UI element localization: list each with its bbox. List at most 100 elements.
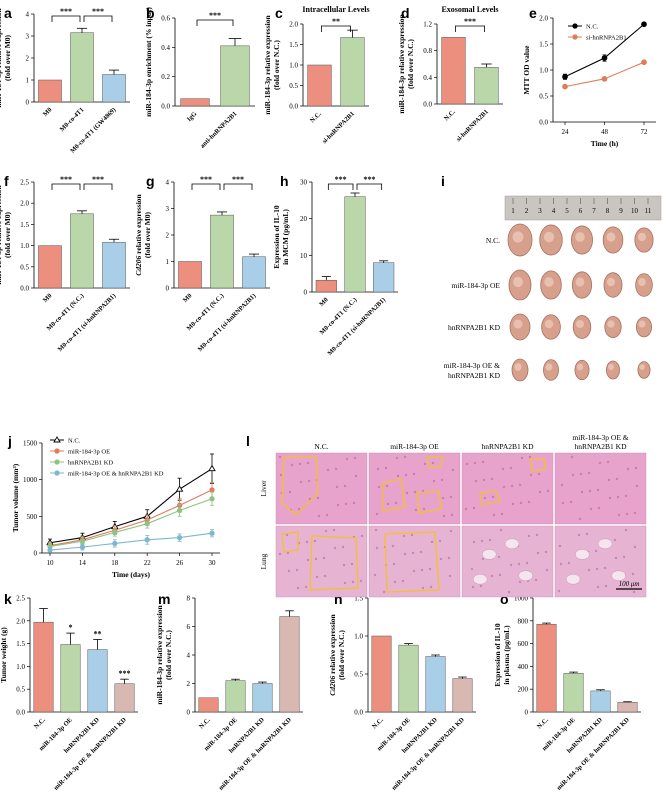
- y-axis-label: MTT OD value: [522, 45, 531, 95]
- tissue-texture: [474, 479, 478, 483]
- y-axis-label: miR-184-3p relative expression: [0, 185, 3, 285]
- tissue-texture: [290, 463, 294, 467]
- bar: [536, 623, 557, 713]
- histology-image: [461, 452, 554, 525]
- y-axis-label: (fold over N.C.): [272, 40, 281, 90]
- y-axis-label: miR-184-3p relative expression: [263, 15, 272, 115]
- y-tick-label: 30: [300, 179, 308, 187]
- bar: [590, 690, 611, 713]
- legend-marker: [54, 470, 60, 476]
- significance-stars: ***: [92, 7, 104, 16]
- y-tick-label: 0: [34, 550, 38, 558]
- metastasis-outline: [529, 458, 547, 472]
- tissue-texture: [360, 534, 364, 538]
- tissue-texture: [297, 507, 301, 511]
- y-tick-label: 1.5: [354, 595, 363, 603]
- significance-stars: ***: [200, 175, 212, 184]
- tissue-texture: [404, 473, 408, 477]
- y-axis-label: (fold over N.C.): [164, 630, 173, 680]
- category-label: N.C.: [198, 716, 212, 730]
- x-axis-label: Time (h): [591, 139, 619, 148]
- panel-i: 1 2 3 4 5 6 7 8 9 10 11 N.C. miR-184-3p OE hnRNPA2B1 …: [444, 195, 662, 382]
- tissue-texture: [525, 561, 529, 565]
- y-tick-label: 2: [166, 232, 170, 240]
- y-tick-label: 2: [26, 55, 30, 63]
- significance-stars: ***: [92, 175, 104, 184]
- y-axis-label-italic: Cd206: [134, 255, 143, 275]
- tissue-texture: [325, 513, 329, 517]
- tumor-photo: [637, 361, 651, 379]
- panel-f: 0.0 0.5 1.0 1.5 2.0 2.5 miR-184-3p relative ex…: [0, 175, 130, 353]
- tissue-texture: [298, 462, 302, 466]
- y-tick-label: 1: [26, 77, 30, 85]
- y-axis-label-rest: relative expression: [328, 613, 337, 675]
- tissue-texture: [353, 456, 357, 460]
- bar: [180, 98, 210, 107]
- tissue-texture: [441, 496, 445, 500]
- tissue-texture: [410, 533, 414, 537]
- tissue-texture: [448, 574, 452, 578]
- tissue-texture: [479, 584, 483, 588]
- bar: [452, 678, 473, 713]
- tissue-texture: [324, 529, 328, 533]
- tissue-texture: [392, 562, 396, 566]
- y-tick-label: 0.5: [16, 686, 25, 694]
- tumor-highlight: [575, 232, 585, 242]
- y-tick-label: 0.6: [161, 15, 170, 23]
- tissue-texture: [482, 478, 486, 482]
- y-tick-label: 1.5: [16, 640, 25, 648]
- metastasis-outline: [382, 478, 406, 512]
- tumor-highlight: [545, 363, 553, 371]
- y-axis-label: (fold over M0): [3, 211, 12, 258]
- tissue-texture: [342, 563, 346, 567]
- bar: [340, 37, 365, 107]
- y-tick-label: 0.5: [539, 93, 548, 101]
- panel-n: 0.0 0.5 1.0 1.5 Cd206 relative expression (fo…: [328, 595, 476, 792]
- tumor-highlight: [637, 232, 647, 242]
- category-label: N.C.: [536, 716, 550, 730]
- bar: [242, 256, 266, 289]
- tissue-texture: [345, 457, 349, 461]
- data-point: [176, 507, 183, 514]
- category-label: M0: [42, 292, 54, 304]
- bar: [279, 616, 300, 713]
- tissue-texture: [286, 551, 290, 555]
- ruler-number: 5: [565, 207, 569, 215]
- y-tick-label: 0.0: [20, 285, 29, 293]
- data-point: [79, 544, 86, 550]
- legend-label: miR-184-3p OE: [68, 449, 110, 456]
- tissue-texture: [315, 575, 319, 579]
- category-label: anti-hnRNPA2B1: [199, 110, 238, 149]
- panel-letter-c: c: [275, 5, 283, 21]
- legend-label: hnRNPA2B1 KD: [68, 460, 113, 467]
- x-tick-label: 10: [47, 559, 55, 567]
- tissue-texture: [534, 578, 538, 582]
- tumor-highlight: [638, 278, 646, 286]
- tissue-texture: [422, 507, 426, 511]
- tissue-texture: [509, 466, 513, 470]
- tissue-texture: [405, 491, 409, 495]
- tissue-texture: [439, 557, 443, 561]
- significance-bracket: [356, 183, 383, 190]
- panel-letter-l: l: [246, 433, 250, 449]
- tissue-texture: [490, 574, 494, 578]
- y-tick-label: 1.5: [539, 41, 548, 49]
- y-axis-label: miR-184-3p enrichment (% input): [144, 7, 153, 117]
- tissue-texture: [391, 544, 395, 548]
- tissue-texture: [420, 568, 424, 572]
- tissue-texture: [571, 473, 575, 477]
- column-label: N.C.: [314, 442, 328, 451]
- bar: [33, 621, 54, 713]
- legend-label: N.C.: [68, 438, 81, 445]
- tissue-texture: [278, 455, 282, 459]
- tissue-texture: [633, 545, 637, 549]
- alveolar-space: [473, 574, 488, 585]
- y-tick-label: 0: [525, 709, 529, 717]
- data-point: [562, 73, 568, 80]
- tissue-texture: [440, 478, 444, 482]
- legend-label: si-hnRNPA2B1: [586, 35, 627, 42]
- tissue-texture: [285, 533, 289, 537]
- tumor-highlight: [576, 363, 584, 371]
- bar: [344, 196, 366, 293]
